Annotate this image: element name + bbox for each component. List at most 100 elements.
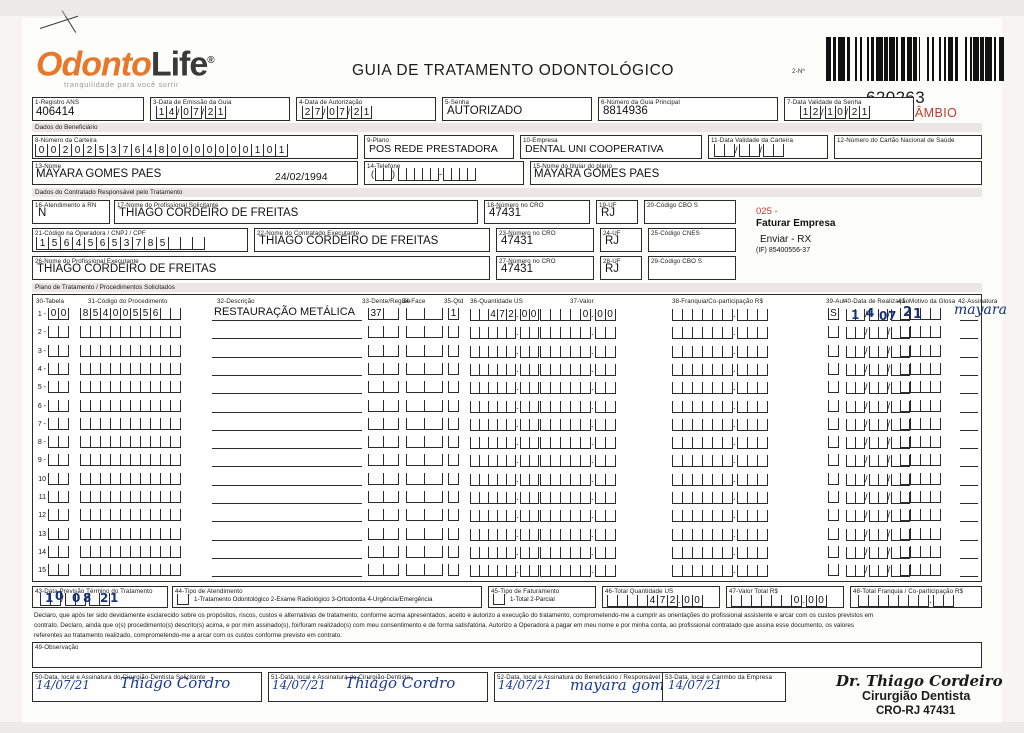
digit-cell[interactable] bbox=[756, 309, 768, 321]
digit-cell[interactable] bbox=[58, 472, 69, 485]
digit-cell[interactable] bbox=[930, 436, 941, 449]
digit-cell[interactable] bbox=[383, 362, 399, 375]
row-15-glosa-comb[interactable] bbox=[900, 564, 941, 577]
digit-cell[interactable] bbox=[170, 564, 181, 577]
row-2-descricao-line[interactable] bbox=[212, 338, 362, 340]
row-4-dente-comb[interactable] bbox=[368, 362, 399, 375]
digit-cell[interactable] bbox=[756, 510, 768, 523]
digit-cell[interactable] bbox=[424, 545, 443, 558]
digit-cell[interactable] bbox=[828, 454, 839, 467]
digit-cell[interactable] bbox=[604, 510, 616, 523]
digit-cell[interactable] bbox=[506, 492, 516, 504]
row-8-codigo-comb[interactable] bbox=[80, 436, 181, 449]
digit-cell[interactable] bbox=[828, 381, 839, 394]
field-48-comb[interactable]: . bbox=[858, 594, 954, 607]
digit-cell[interactable] bbox=[756, 437, 768, 450]
row-7-qtd-comb[interactable] bbox=[448, 417, 459, 430]
digit-cell[interactable] bbox=[406, 344, 425, 357]
digit-cell[interactable] bbox=[855, 510, 865, 523]
field-14-phone-comb[interactable]: () - bbox=[370, 168, 476, 181]
digit-cell[interactable] bbox=[855, 492, 865, 504]
digit-cell[interactable] bbox=[580, 528, 591, 541]
row-5-assinatura-line[interactable] bbox=[960, 393, 978, 395]
digit-cell[interactable] bbox=[528, 510, 539, 523]
digit-cell[interactable] bbox=[506, 455, 516, 468]
digit-cell[interactable] bbox=[855, 565, 865, 578]
digit-cell[interactable] bbox=[828, 509, 839, 522]
row-4-franquia-comb[interactable]: . bbox=[672, 363, 768, 376]
digit-cell[interactable] bbox=[58, 491, 69, 503]
digit-cell[interactable] bbox=[528, 565, 539, 578]
row-1-qtd-comb[interactable]: 1 bbox=[448, 308, 459, 320]
digit-cell[interactable]: 0 bbox=[791, 595, 802, 607]
field-44-checkbox[interactable] bbox=[177, 594, 189, 605]
row-10-franquia-comb[interactable]: . bbox=[672, 473, 768, 486]
row-10-face-comb[interactable] bbox=[406, 472, 443, 485]
digit-cell[interactable]: 7 bbox=[190, 106, 202, 119]
digit-cell[interactable] bbox=[877, 345, 888, 358]
digit-cell[interactable] bbox=[756, 382, 768, 395]
digit-cell[interactable] bbox=[828, 399, 839, 412]
row-14-qtd-comb[interactable] bbox=[448, 545, 459, 558]
row-6-codigo-comb[interactable] bbox=[80, 399, 181, 412]
digit-cell[interactable] bbox=[368, 472, 384, 485]
digit-cell[interactable] bbox=[368, 564, 384, 577]
digit-cell[interactable] bbox=[170, 308, 181, 320]
row-14-face-comb[interactable] bbox=[406, 545, 443, 558]
row-5-us-comb[interactable]: . bbox=[470, 381, 539, 395]
digit-cell[interactable] bbox=[855, 345, 865, 358]
row-12-descricao-line[interactable] bbox=[212, 521, 362, 523]
row-7-glosa-comb[interactable] bbox=[900, 417, 941, 430]
row-11-codigo-comb[interactable] bbox=[80, 491, 181, 503]
row-11-qtd-comb[interactable] bbox=[448, 491, 459, 503]
row-7-assinatura-line[interactable] bbox=[960, 429, 978, 431]
digit-cell[interactable] bbox=[855, 437, 865, 450]
row-15-face-comb[interactable] bbox=[406, 564, 443, 577]
digit-cell[interactable] bbox=[580, 345, 591, 358]
digit-cell[interactable] bbox=[580, 492, 591, 504]
digit-cell[interactable] bbox=[722, 492, 733, 504]
digit-cell[interactable] bbox=[580, 437, 591, 450]
row-9-face-comb[interactable] bbox=[406, 454, 443, 467]
digit-cell[interactable] bbox=[383, 509, 399, 522]
row-12-tabela-comb[interactable] bbox=[48, 509, 69, 522]
digit-cell[interactable] bbox=[580, 473, 591, 486]
digit-cell[interactable] bbox=[722, 363, 733, 376]
digit-cell[interactable] bbox=[930, 545, 941, 558]
digit-cell[interactable] bbox=[506, 418, 516, 431]
row-8-tabela-comb[interactable] bbox=[48, 436, 69, 449]
digit-cell[interactable] bbox=[722, 437, 733, 450]
digit-cell[interactable] bbox=[170, 344, 181, 357]
row-3-tabela-comb[interactable] bbox=[48, 344, 69, 357]
row-3-dente-comb[interactable] bbox=[368, 344, 399, 357]
digit-cell[interactable] bbox=[722, 528, 733, 541]
row-3-qtd-comb[interactable] bbox=[448, 344, 459, 357]
row-10-valor-comb[interactable]: . bbox=[540, 473, 616, 486]
digit-cell[interactable] bbox=[930, 472, 941, 485]
row-15-valor-comb[interactable]: . bbox=[540, 564, 616, 578]
digit-cell[interactable] bbox=[604, 565, 616, 578]
digit-cell[interactable] bbox=[58, 417, 69, 430]
row-13-qtd-comb[interactable] bbox=[448, 527, 459, 540]
row-7-face-comb[interactable] bbox=[406, 417, 443, 430]
digit-cell[interactable] bbox=[368, 527, 384, 540]
digit-cell[interactable] bbox=[528, 363, 539, 376]
digit-cell[interactable] bbox=[756, 327, 768, 340]
digit-cell[interactable] bbox=[424, 417, 443, 430]
digit-cell[interactable] bbox=[604, 327, 616, 340]
row-1-descricao-line[interactable] bbox=[212, 320, 362, 321]
digit-cell[interactable] bbox=[170, 545, 181, 558]
row-13-aut-comb[interactable] bbox=[828, 527, 839, 540]
row-12-dente-comb[interactable] bbox=[368, 509, 399, 522]
digit-cell[interactable] bbox=[580, 363, 591, 376]
digit-cell[interactable] bbox=[877, 473, 888, 486]
digit-cell[interactable] bbox=[756, 473, 768, 486]
digit-cell[interactable] bbox=[877, 309, 888, 321]
row-4-assinatura-line[interactable] bbox=[960, 374, 978, 376]
row-8-assinatura-line[interactable] bbox=[960, 448, 978, 450]
digit-cell[interactable] bbox=[170, 399, 181, 412]
digit-cell[interactable] bbox=[368, 381, 384, 394]
row-2-face-comb[interactable] bbox=[406, 326, 443, 339]
